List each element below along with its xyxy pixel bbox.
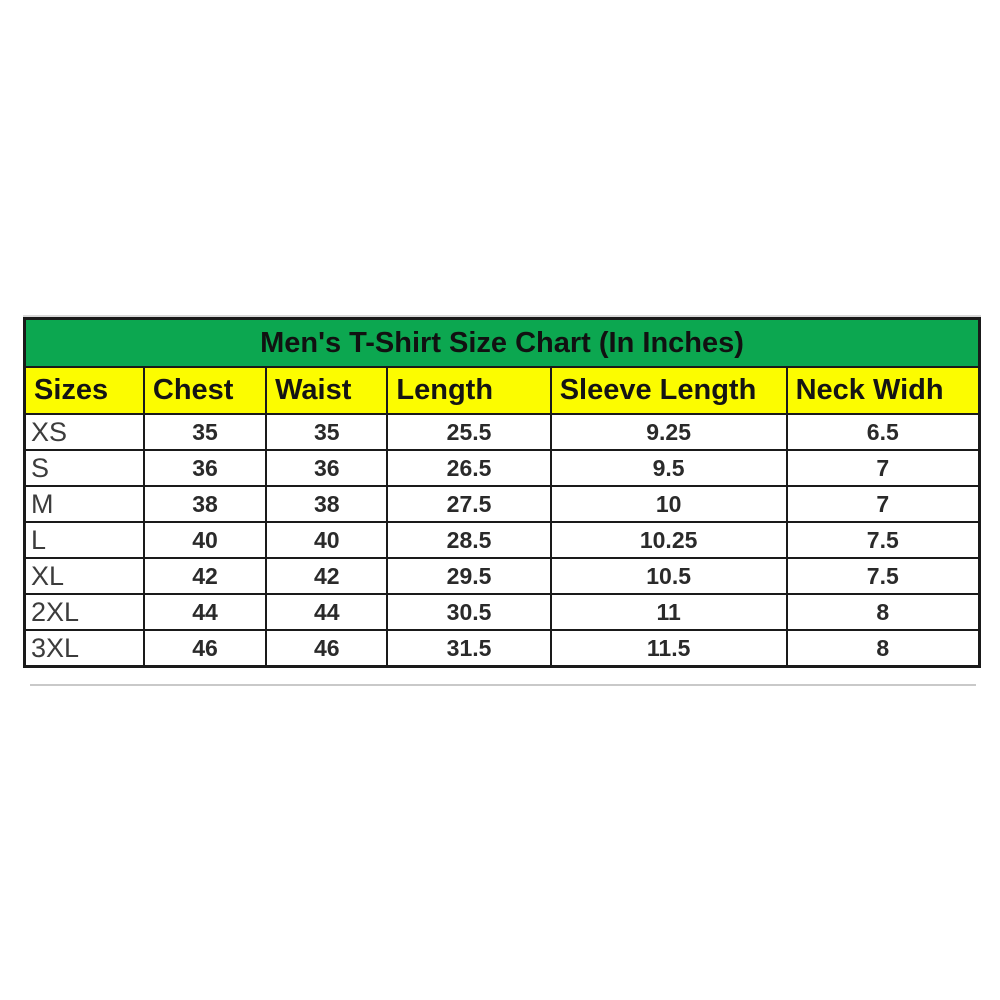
chest-value: 38	[142, 485, 268, 523]
chest-value: 35	[142, 413, 268, 451]
table-row-s: S 36 36 26.5 9.5 7	[23, 449, 981, 487]
chest-value: 44	[142, 593, 268, 631]
size-label: XS	[23, 413, 145, 451]
length-value: 25.5	[386, 413, 552, 451]
neck-value: 7	[785, 485, 981, 523]
table-row-3xl: 3XL 46 46 31.5 11.5 8	[23, 629, 981, 668]
length-value: 28.5	[386, 521, 552, 559]
table-row-xl: XL 42 42 29.5 10.5 7.5	[23, 557, 981, 595]
table-row-l: L 40 40 28.5 10.25 7.5	[23, 521, 981, 559]
size-label: M	[23, 485, 145, 523]
waist-value: 38	[265, 485, 389, 523]
table-row-2xl: 2XL 44 44 30.5 11 8	[23, 593, 981, 631]
neck-value: 7.5	[785, 521, 981, 559]
waist-value: 46	[265, 629, 389, 668]
neck-value: 6.5	[785, 413, 981, 451]
table-row-xs: XS 35 35 25.5 9.25 6.5	[23, 413, 981, 451]
waist-value: 40	[265, 521, 389, 559]
chart-title: Men's T-Shirt Size Chart (In Inches)	[23, 317, 981, 368]
table-row-m: M 38 38 27.5 10 7	[23, 485, 981, 523]
chest-value: 40	[142, 521, 268, 559]
column-header-length: Length	[386, 366, 552, 415]
sleeve-value: 9.5	[549, 449, 788, 487]
waist-value: 44	[265, 593, 389, 631]
size-label: S	[23, 449, 145, 487]
sleeve-value: 10.25	[549, 521, 788, 559]
chest-value: 36	[142, 449, 268, 487]
sleeve-value: 11.5	[549, 629, 788, 668]
neck-value: 8	[785, 629, 981, 668]
title-row: Men's T-Shirt Size Chart (In Inches)	[23, 317, 981, 368]
table-shadow-line	[30, 684, 976, 686]
neck-value: 8	[785, 593, 981, 631]
waist-value: 42	[265, 557, 389, 595]
waist-value: 35	[265, 413, 389, 451]
size-label: L	[23, 521, 145, 559]
column-header-neck-width: Neck Widh	[785, 366, 981, 415]
size-label: XL	[23, 557, 145, 595]
chest-value: 42	[142, 557, 268, 595]
neck-value: 7	[785, 449, 981, 487]
waist-value: 36	[265, 449, 389, 487]
chest-value: 46	[142, 629, 268, 668]
column-header-waist: Waist	[265, 366, 389, 415]
column-header-sleeve-length: Sleeve Length	[549, 366, 788, 415]
sleeve-value: 11	[549, 593, 788, 631]
length-value: 27.5	[386, 485, 552, 523]
sleeve-value: 9.25	[549, 413, 788, 451]
neck-value: 7.5	[785, 557, 981, 595]
sleeve-value: 10.5	[549, 557, 788, 595]
length-value: 31.5	[386, 629, 552, 668]
size-label: 2XL	[23, 593, 145, 631]
length-value: 26.5	[386, 449, 552, 487]
column-header-sizes: Sizes	[23, 366, 145, 415]
size-label: 3XL	[23, 629, 145, 668]
column-header-chest: Chest	[142, 366, 268, 415]
size-chart-table: Men's T-Shirt Size Chart (In Inches) Siz…	[23, 317, 981, 668]
length-value: 30.5	[386, 593, 552, 631]
sleeve-value: 10	[549, 485, 788, 523]
header-row: Sizes Chest Waist Length Sleeve Length N…	[23, 366, 981, 415]
length-value: 29.5	[386, 557, 552, 595]
